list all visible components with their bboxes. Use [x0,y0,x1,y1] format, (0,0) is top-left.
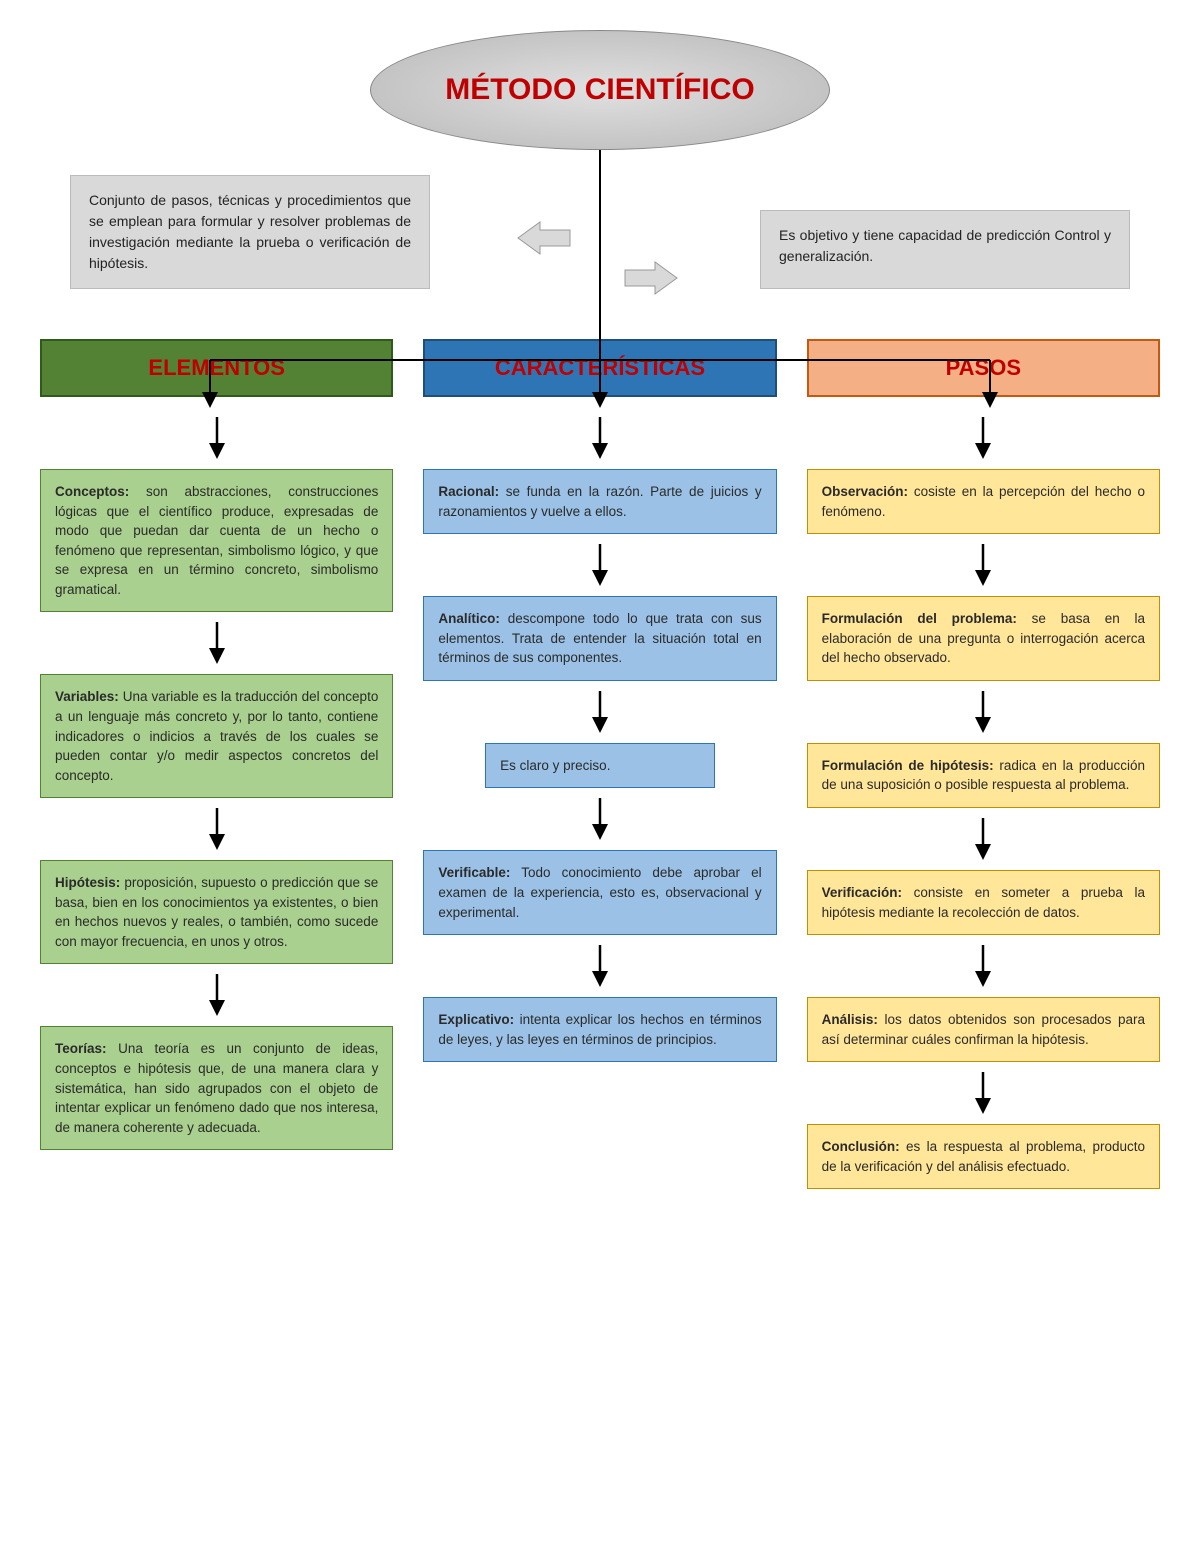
arrow-down-icon [973,417,993,459]
branch-header-elementos: ELEMENTOS [40,339,393,397]
item-lead: Observación: [822,484,908,499]
definition-row: Conjunto de pasos, técnicas y procedimie… [40,175,1160,289]
item-box: Formulación de hipótesis: radica en la p… [807,743,1160,808]
branch-header-pasos: PASOS [807,339,1160,397]
item-lead: Analítico: [438,611,500,626]
item-box: Analítico: descompone todo lo que trata … [423,596,776,681]
arrow-down-icon [973,1072,993,1114]
arrow-down-icon [590,798,610,840]
branch-pasos: PASOS Observación: cosiste en la percepci… [807,339,1160,1189]
item-lead: Racional: [438,484,499,499]
item-lead: Hipótesis: [55,875,120,890]
item-box: Conclusión: es la respuesta al problema,… [807,1124,1160,1189]
item-box: Verificación: consiste en someter a prue… [807,870,1160,935]
item-lead: Verificación: [822,885,902,900]
arrow-down-icon [973,544,993,586]
title-ellipse: MÉTODO CIENTÍFICO [370,30,830,150]
arrow-down-icon [973,691,993,733]
item-lead: Análisis: [822,1012,878,1027]
item-lead: Formulación del problema: [822,611,1017,626]
item-lead: Verificable: [438,865,510,880]
item-lead: Conclusión: [822,1139,900,1154]
arrow-down-icon [590,544,610,586]
item-lead: Variables: [55,689,119,704]
item-box: Análisis: los datos obtenidos son proces… [807,997,1160,1062]
branch-header-caracteristicas: CARACTERÍSTICAS [423,339,776,397]
definition-left: Conjunto de pasos, técnicas y procedimie… [70,175,430,289]
item-box: Conceptos: son abstracciones, construcci… [40,469,393,612]
item-box: Verificable: Todo conocimiento debe apro… [423,850,776,935]
arrow-down-icon [590,691,610,733]
item-box: Racional: se funda en la razón. Parte de… [423,469,776,534]
arrow-down-icon [973,818,993,860]
item-box: Formulación del problema: se basa en la … [807,596,1160,681]
branch-row: ELEMENTOS Conceptos: son abstracciones, c… [40,339,1160,1189]
item-box: Variables: Una variable es la traducción… [40,674,393,798]
arrow-down-icon [590,417,610,459]
branch-elementos: ELEMENTOS Conceptos: son abstracciones, c… [40,339,393,1189]
item-lead: Explicativo: [438,1012,514,1027]
item-box: Hipótesis: proposición, supuesto o predi… [40,860,393,964]
arrow-down-icon [973,945,993,987]
item-lead: Conceptos: [55,484,129,499]
item-lead: Formulación de hipótesis: [822,758,994,773]
branch-caracteristicas: CARACTERÍSTICAS Racional: se funda en la … [423,339,776,1189]
item-text: son abstracciones, construcciones lógica… [55,484,378,597]
title-text: MÉTODO CIENTÍFICO [445,73,754,107]
diagram-root: MÉTODO CIENTÍFICO Conjunto de pasos, téc… [40,30,1160,1189]
arrow-down-icon [590,945,610,987]
item-box: Es claro y preciso. [485,743,715,789]
item-box: Teorías: Una teoría es un conjunto de id… [40,1026,393,1150]
definition-right: Es objetivo y tiene capacidad de predicc… [760,210,1130,289]
arrow-down-icon [207,622,227,664]
item-box: Explicativo: intenta explicar los hechos… [423,997,776,1062]
arrow-down-icon [207,417,227,459]
item-text: Es claro y preciso. [500,758,610,773]
arrow-down-icon [207,974,227,1016]
arrow-down-icon [207,808,227,850]
item-lead: Teorías: [55,1041,107,1056]
item-box: Observación: cosiste en la percepción de… [807,469,1160,534]
